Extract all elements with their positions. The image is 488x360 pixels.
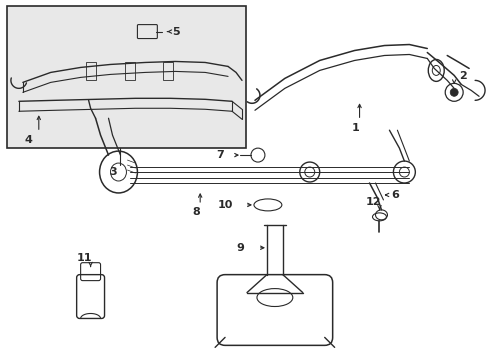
FancyBboxPatch shape xyxy=(7,6,245,148)
Text: 10: 10 xyxy=(217,200,232,210)
Text: 1: 1 xyxy=(351,123,359,133)
Text: 5: 5 xyxy=(172,27,180,37)
Circle shape xyxy=(449,88,457,96)
Text: 4: 4 xyxy=(25,135,33,145)
Text: 7: 7 xyxy=(216,150,224,160)
Text: 3: 3 xyxy=(109,167,117,177)
Text: 9: 9 xyxy=(236,243,244,253)
Bar xyxy=(163,62,173,80)
Text: 8: 8 xyxy=(192,207,200,217)
Bar xyxy=(125,62,135,80)
Text: 2: 2 xyxy=(458,71,466,81)
Bar xyxy=(85,62,95,80)
Text: 12: 12 xyxy=(365,197,381,207)
Text: 11: 11 xyxy=(77,253,92,263)
Text: 6: 6 xyxy=(390,190,399,200)
